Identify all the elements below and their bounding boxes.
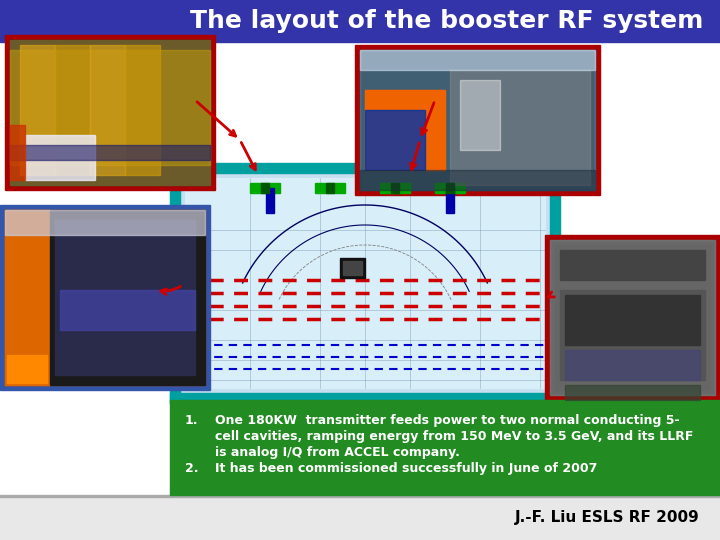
Bar (365, 90, 445, 170)
Bar (266, 188, 274, 213)
Bar (355, 45, 600, 195)
Bar (5, 210, 205, 235)
Bar (0, 0, 720, 42)
Bar (20, 45, 55, 175)
Bar (360, 50, 595, 70)
Bar (446, 183, 454, 193)
Bar (340, 258, 365, 278)
Bar (185, 178, 545, 388)
Bar (7, 355, 47, 383)
Bar (550, 240, 715, 395)
Text: The layout of the booster RF system: The layout of the booster RF system (189, 9, 703, 33)
Bar (250, 183, 280, 193)
Bar (565, 350, 700, 380)
Bar (560, 290, 705, 380)
Bar (365, 110, 425, 170)
Bar (446, 188, 454, 213)
Bar (5, 210, 205, 385)
Bar (125, 45, 160, 175)
Bar (460, 80, 500, 150)
Bar (90, 45, 125, 175)
Bar (10, 40, 210, 185)
Text: cell cavities, ramping energy from 150 MeV to 3.5 GeV, and its LLRF: cell cavities, ramping energy from 150 M… (215, 430, 693, 443)
Text: One 180KW  transmitter feeds power to two normal conducting 5-: One 180KW transmitter feeds power to two… (215, 414, 680, 427)
Bar (360, 50, 595, 190)
Bar (550, 240, 715, 395)
Bar (326, 183, 334, 193)
Bar (10, 125, 25, 180)
Bar (0, 205, 210, 390)
Bar (170, 393, 560, 403)
Bar (55, 45, 90, 175)
Bar (5, 210, 50, 385)
Text: It has been commissioned successfully in June of 2007: It has been commissioned successfully in… (215, 462, 598, 475)
Bar (10, 50, 210, 165)
Bar (170, 163, 560, 173)
Bar (170, 163, 180, 403)
Bar (10, 40, 210, 185)
Bar (391, 183, 399, 193)
Bar (565, 385, 700, 400)
Bar (60, 290, 195, 330)
Bar (555, 245, 710, 390)
Bar (261, 183, 269, 193)
Bar (550, 163, 560, 403)
Bar (25, 135, 95, 180)
Bar (55, 220, 195, 375)
Bar (360, 50, 595, 190)
Bar (435, 183, 465, 193)
Bar (380, 183, 410, 193)
Bar (365, 90, 445, 170)
Bar (360, 170, 595, 190)
Bar (343, 261, 362, 275)
Bar (0, 42, 720, 495)
Bar (560, 250, 705, 280)
Bar (450, 70, 590, 185)
Bar (545, 235, 720, 400)
Bar (0, 495, 720, 540)
Text: is analog I/Q from ACCEL company.: is analog I/Q from ACCEL company. (215, 446, 460, 459)
Bar (0, 495, 720, 497)
Bar (315, 183, 345, 193)
Bar (565, 295, 700, 345)
Bar (180, 173, 550, 393)
Bar (170, 400, 720, 495)
Bar (50, 210, 205, 385)
Text: 1.: 1. (185, 414, 199, 427)
Bar (10, 145, 210, 160)
Bar (5, 35, 215, 190)
Text: J.-F. Liu ESLS RF 2009: J.-F. Liu ESLS RF 2009 (516, 510, 700, 525)
Text: 2.: 2. (185, 462, 199, 475)
